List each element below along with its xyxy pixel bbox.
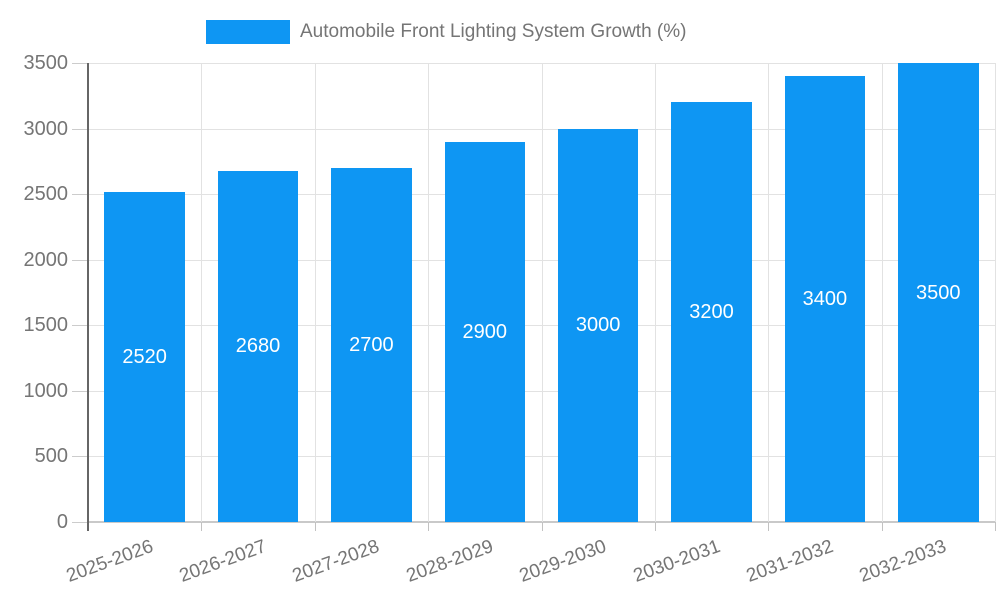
x-axis-tick [428, 522, 430, 531]
bar-value-label: 2520 [122, 345, 167, 368]
bar[interactable] [217, 170, 299, 522]
y-axis-tick [72, 325, 88, 327]
bar-value-label: 2700 [349, 333, 394, 356]
bar-value-label: 3400 [802, 288, 848, 311]
y-axis-tick-label: 1500 [23, 314, 69, 337]
y-axis-tick [72, 522, 88, 523]
y-axis-tick [72, 128, 88, 130]
y-axis-tick-label: 3000 [23, 117, 69, 140]
y-axis-tick-label: 1000 [23, 379, 69, 402]
x-axis-tick [881, 522, 883, 531]
x-axis-tick [654, 522, 656, 531]
x-axis-tick [201, 522, 203, 531]
gridline-vertical [881, 63, 883, 522]
y-axis-line [87, 63, 89, 531]
x-axis-tick [768, 522, 770, 531]
legend-swatch [206, 20, 290, 44]
gridline-vertical [654, 63, 656, 522]
bar[interactable] [444, 141, 526, 522]
y-axis-tick [72, 456, 88, 458]
bar[interactable] [557, 128, 639, 522]
bar-value-label: 3200 [689, 301, 734, 324]
y-axis-tick-label: 500 [34, 445, 68, 468]
gridline-vertical [314, 63, 316, 522]
gridline-vertical [995, 63, 996, 522]
bar[interactable] [784, 76, 866, 522]
bar-value-label: 2680 [235, 335, 281, 358]
gridline-vertical [428, 63, 430, 522]
gridline-vertical [768, 63, 770, 522]
y-axis-tick [72, 259, 88, 261]
x-axis-tick [995, 522, 996, 531]
bar[interactable] [104, 191, 185, 522]
y-axis-tick [72, 390, 88, 392]
bar[interactable] [671, 102, 752, 522]
y-axis-tick-label: 2000 [23, 248, 69, 271]
legend-label: Automobile Front Lighting System Growth … [300, 21, 687, 42]
bar-value-label: 2900 [462, 320, 508, 343]
x-axis-tick [541, 522, 543, 531]
chart-legend[interactable]: Automobile Front Lighting System Growth … [0, 0, 1000, 56]
x-axis-tick [314, 522, 316, 531]
y-axis-tick-label: 2500 [23, 183, 69, 206]
bar[interactable] [898, 63, 979, 522]
y-axis-tick [72, 194, 88, 196]
bar-value-label: 3000 [575, 314, 621, 337]
y-axis-tick-label: 0 [56, 511, 68, 533]
gridline-vertical [541, 63, 543, 522]
gridline-vertical [201, 63, 203, 522]
y-axis-tick-label: 3500 [23, 52, 69, 74]
y-axis-tick [72, 63, 88, 64]
bar[interactable] [331, 167, 412, 522]
bar-value-label: 3500 [916, 281, 961, 304]
